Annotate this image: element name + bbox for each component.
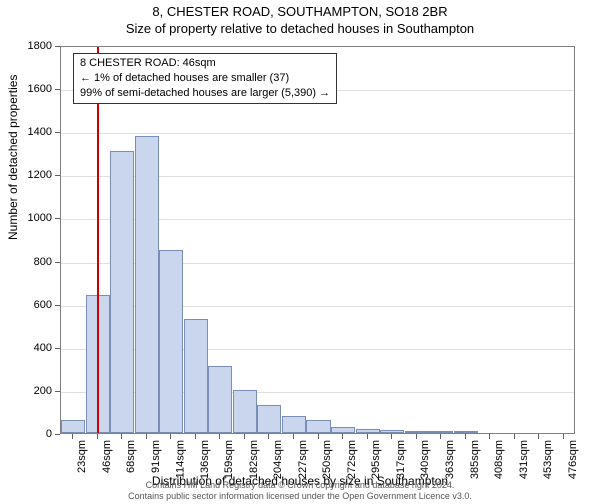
x-tick-mark: [489, 434, 490, 439]
x-tick-mark: [391, 434, 392, 439]
x-tick-mark: [268, 434, 269, 439]
y-tick-mark: [55, 391, 60, 392]
footer-line1: Contains HM Land Registry data © Crown c…: [146, 480, 455, 490]
x-tick-mark: [219, 434, 220, 439]
histogram-bar: [110, 151, 134, 433]
histogram-bar: [356, 429, 380, 433]
histogram-bar: [429, 431, 453, 433]
x-tick-mark: [146, 434, 147, 439]
y-tick-label: 200: [12, 385, 52, 397]
x-tick-label: 91sqm: [150, 440, 162, 473]
histogram-bar: [257, 405, 281, 433]
histogram-bar: [159, 250, 183, 433]
x-tick-mark: [293, 434, 294, 439]
x-tick-mark: [416, 434, 417, 439]
gridline: [61, 133, 574, 134]
x-tick-label: 23sqm: [76, 440, 88, 473]
x-tick-mark: [195, 434, 196, 439]
x-tick-mark: [538, 434, 539, 439]
x-tick-mark: [97, 434, 98, 439]
y-tick-label: 800: [12, 256, 52, 268]
info-box-line3: 99% of semi-detached houses are larger (…: [80, 86, 330, 101]
info-box-line1: 8 CHESTER ROAD: 46sqm: [80, 56, 330, 71]
x-tick-mark: [367, 434, 368, 439]
histogram-bar: [331, 427, 355, 433]
chart-plot-area: 8 CHESTER ROAD: 46sqm← 1% of detached ho…: [60, 46, 575, 434]
y-tick-label: 1000: [12, 212, 52, 224]
y-tick-label: 400: [12, 342, 52, 354]
histogram-bar: [405, 431, 429, 433]
y-tick-label: 1200: [12, 169, 52, 181]
y-tick-mark: [55, 348, 60, 349]
y-tick-mark: [55, 132, 60, 133]
y-tick-mark: [55, 218, 60, 219]
property-marker-line: [97, 47, 99, 433]
y-tick-mark: [55, 305, 60, 306]
x-tick-mark: [514, 434, 515, 439]
x-tick-mark: [121, 434, 122, 439]
x-tick-mark: [342, 434, 343, 439]
y-tick-mark: [55, 434, 60, 435]
x-tick-label: 68sqm: [125, 440, 137, 473]
x-tick-mark: [72, 434, 73, 439]
x-tick-label: 114sqm: [174, 440, 186, 478]
x-tick-mark: [563, 434, 564, 439]
footer-attribution: Contains HM Land Registry data © Crown c…: [0, 480, 600, 502]
y-tick-mark: [55, 46, 60, 47]
info-box-line2: ← 1% of detached houses are smaller (37): [80, 71, 330, 86]
x-tick-label: 46sqm: [101, 440, 113, 473]
histogram-bar: [233, 390, 257, 433]
y-tick-label: 0: [12, 428, 52, 440]
x-tick-mark: [465, 434, 466, 439]
histogram-bar: [454, 431, 478, 433]
histogram-bar: [61, 420, 85, 433]
x-tick-mark: [244, 434, 245, 439]
y-tick-mark: [55, 89, 60, 90]
histogram-bar: [282, 416, 306, 433]
y-tick-mark: [55, 175, 60, 176]
y-tick-label: 1600: [12, 83, 52, 95]
y-tick-label: 600: [12, 299, 52, 311]
y-tick-label: 1400: [12, 126, 52, 138]
y-tick-label: 1800: [12, 40, 52, 52]
histogram-bar: [135, 136, 159, 433]
x-tick-mark: [170, 434, 171, 439]
x-tick-mark: [440, 434, 441, 439]
histogram-bar: [208, 366, 232, 433]
histogram-bar: [306, 420, 330, 433]
histogram-bar: [184, 319, 208, 433]
y-tick-mark: [55, 262, 60, 263]
histogram-bar: [380, 430, 404, 433]
x-tick-mark: [318, 434, 319, 439]
chart-title-sub: Size of property relative to detached ho…: [0, 21, 600, 36]
info-box: 8 CHESTER ROAD: 46sqm← 1% of detached ho…: [73, 53, 337, 104]
chart-title-main: 8, CHESTER ROAD, SOUTHAMPTON, SO18 2BR: [0, 4, 600, 19]
